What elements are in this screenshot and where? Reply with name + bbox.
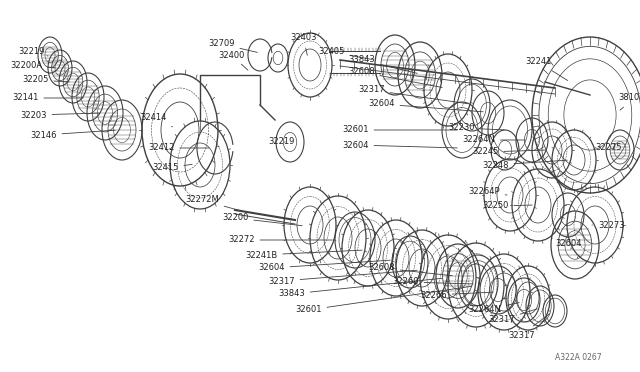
Text: 32205: 32205: [22, 76, 69, 84]
Text: 32250: 32250: [482, 202, 532, 211]
Text: 32317: 32317: [488, 309, 538, 324]
Text: 32248: 32248: [482, 160, 567, 170]
Text: 32604: 32604: [368, 99, 483, 112]
Text: 32203: 32203: [20, 110, 99, 119]
Text: 32146: 32146: [30, 130, 115, 140]
Text: 32405: 32405: [318, 48, 372, 60]
Text: 32241B: 32241B: [245, 250, 362, 260]
Text: A322A 0267: A322A 0267: [555, 353, 602, 362]
Text: 32264N: 32264N: [468, 302, 519, 314]
Text: 32272M: 32272M: [185, 196, 243, 211]
Text: 32608: 32608: [368, 263, 452, 276]
Text: 32317: 32317: [358, 86, 467, 104]
Text: 38101Y: 38101Y: [618, 93, 640, 110]
Text: 32601: 32601: [295, 286, 471, 314]
Text: 32415: 32415: [152, 164, 192, 173]
Text: 32260: 32260: [392, 278, 473, 286]
Text: 32412: 32412: [148, 144, 209, 153]
Text: 32264N: 32264N: [462, 135, 525, 144]
Text: 32200: 32200: [222, 214, 302, 226]
Text: 32604: 32604: [342, 141, 457, 150]
Text: 32264P: 32264P: [468, 187, 507, 196]
Text: 32414: 32414: [140, 113, 172, 127]
Text: 32230: 32230: [448, 124, 504, 132]
Text: 33843: 33843: [278, 278, 442, 298]
Text: 32273: 32273: [592, 221, 625, 230]
Text: 32608: 32608: [348, 67, 442, 87]
Text: 32604: 32604: [258, 260, 390, 273]
Text: 32601: 32601: [342, 125, 457, 135]
Text: 32604: 32604: [555, 238, 582, 247]
Text: 32709: 32709: [208, 39, 257, 52]
Text: 32200A: 32200A: [10, 61, 55, 70]
Text: 32400: 32400: [218, 51, 248, 70]
Text: 32241: 32241: [525, 58, 568, 80]
Text: 32317: 32317: [508, 314, 550, 340]
Text: 33843: 33843: [348, 55, 417, 73]
Text: 32317: 32317: [268, 270, 417, 285]
Text: 32275: 32275: [595, 144, 622, 153]
Text: 32219: 32219: [268, 138, 294, 147]
Text: 32141: 32141: [12, 93, 83, 103]
Text: 32219: 32219: [18, 48, 48, 57]
Text: 32245: 32245: [472, 148, 545, 157]
Text: 32272: 32272: [228, 235, 332, 244]
Text: 32266: 32266: [420, 291, 493, 299]
Text: 32403: 32403: [290, 33, 317, 55]
